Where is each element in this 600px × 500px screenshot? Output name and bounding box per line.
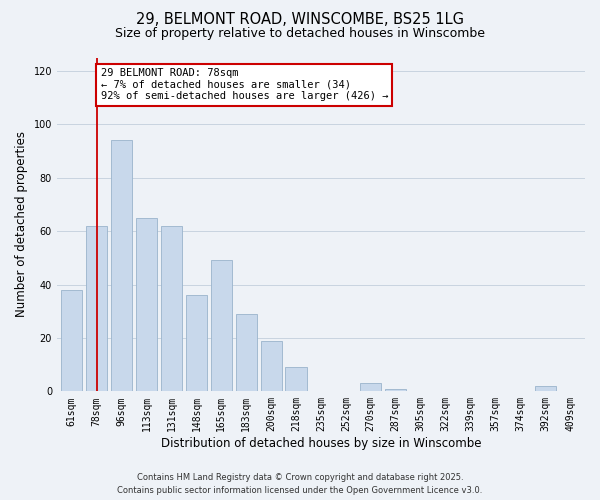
Bar	[136, 218, 157, 392]
Text: Contains HM Land Registry data © Crown copyright and database right 2025.
Contai: Contains HM Land Registry data © Crown c…	[118, 473, 482, 495]
Bar	[186, 295, 207, 392]
Text: 29, BELMONT ROAD, WINSCOMBE, BS25 1LG: 29, BELMONT ROAD, WINSCOMBE, BS25 1LG	[136, 12, 464, 28]
Y-axis label: Number of detached properties: Number of detached properties	[15, 132, 28, 318]
Bar	[161, 226, 182, 392]
Bar	[385, 388, 406, 392]
X-axis label: Distribution of detached houses by size in Winscombe: Distribution of detached houses by size …	[161, 437, 481, 450]
Bar	[286, 368, 307, 392]
Bar	[535, 386, 556, 392]
Text: 29 BELMONT ROAD: 78sqm
← 7% of detached houses are smaller (34)
92% of semi-deta: 29 BELMONT ROAD: 78sqm ← 7% of detached …	[101, 68, 388, 102]
Bar	[111, 140, 132, 392]
Bar	[236, 314, 257, 392]
Bar	[61, 290, 82, 392]
Bar	[86, 226, 107, 392]
Bar	[211, 260, 232, 392]
Bar	[360, 384, 382, 392]
Text: Size of property relative to detached houses in Winscombe: Size of property relative to detached ho…	[115, 28, 485, 40]
Bar	[260, 340, 282, 392]
